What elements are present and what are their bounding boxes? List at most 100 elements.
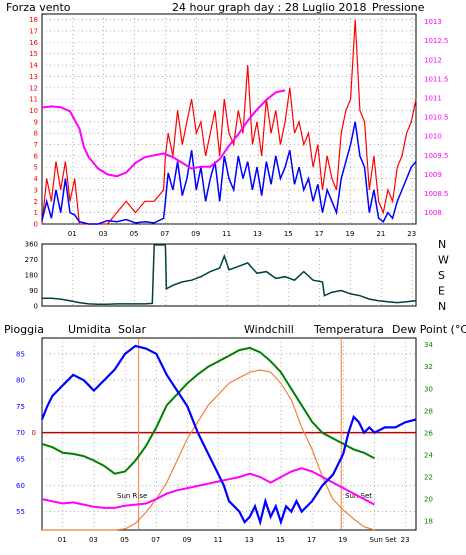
panel1-x-tick: 17 [315, 230, 324, 238]
wind-tick: 10 [29, 107, 38, 115]
wind-avg-line [41, 121, 417, 225]
pressure-tick: 1009.5 [424, 152, 449, 160]
temperature-tick: 32 [424, 363, 433, 371]
panel3-x-tick: 19 [338, 536, 347, 544]
solar-line [42, 369, 375, 531]
wind-tick: 18 [29, 16, 38, 24]
panel3-x-tick: 03 [89, 536, 98, 544]
direction-tick: 360 [25, 241, 38, 249]
solar-legend: Solar [118, 323, 147, 336]
pressure-tick: 1011 [424, 95, 442, 103]
pressure-tick: 1012.5 [424, 37, 449, 45]
pressure-tick: 1011.5 [424, 75, 449, 83]
temperature-tick: 18 [424, 518, 433, 526]
humidity-tick: 80 [16, 377, 25, 385]
panel1-x-tick: 15 [284, 230, 293, 238]
pressure-tick: 1008 [424, 209, 442, 217]
panel3-x-tick: 11 [214, 536, 223, 544]
temperature-tick: 28 [424, 407, 433, 415]
wind-tick: 2 [34, 198, 38, 206]
panel1-x-tick: 11 [222, 230, 231, 238]
pressure-tick: 1009 [424, 171, 442, 179]
temperature-tick: 24 [424, 451, 433, 459]
compass-letter: E [438, 285, 445, 298]
pressure-tick: 1012 [424, 56, 442, 64]
chart-title: 24 hour graph day : 28 Luglio 2018 [172, 1, 367, 14]
wind-tick: 16 [29, 39, 38, 47]
panel3-x-tick: 13 [245, 536, 254, 544]
panel3-x-tick: 23 [401, 536, 410, 544]
humidity-legend: Umidita [68, 323, 111, 336]
wind-tick: 3 [34, 186, 38, 194]
panel1-x-tick: 01 [68, 230, 77, 238]
dewpoint-line [41, 467, 375, 509]
humidity-tick: 55 [16, 508, 25, 516]
humidity-tick: 85 [16, 350, 25, 358]
wind-tick: 6 [34, 152, 39, 160]
compass-letter: N [438, 300, 446, 313]
panel1-x-tick: 23 [407, 230, 416, 238]
windchill-legend: Windchill [244, 323, 294, 336]
wind-tick: 12 [29, 84, 38, 92]
compass-letter: N [438, 238, 446, 251]
humidity-tick: 65 [16, 455, 25, 463]
wind-tick: 17 [29, 28, 38, 36]
temperature-tick: 20 [424, 496, 433, 504]
panel3-frame [41, 337, 417, 531]
sunrise-label: Sun Rise [117, 492, 147, 500]
panel3-x-tick: 09 [182, 536, 191, 544]
pressure-line [41, 89, 286, 178]
panel1-x-tick: 05 [130, 230, 139, 238]
wind-direction-line [42, 244, 417, 306]
wind-tick: 7 [34, 141, 38, 149]
panel3-x-tick: 15 [276, 536, 285, 544]
wind-tick: 13 [29, 73, 38, 81]
humidity-tick: 75 [16, 403, 25, 411]
rain-tick: 0 [32, 429, 36, 437]
panel1-x-tick: 19 [346, 230, 355, 238]
wind-tick: 4 [34, 175, 39, 183]
panel1-frame [41, 13, 417, 225]
wind-tick: 5 [34, 164, 38, 172]
temperature-line [41, 346, 375, 475]
direction-tick: 270 [25, 256, 38, 264]
panel3-x-tick: 07 [151, 536, 160, 544]
wind-tick: 15 [29, 50, 38, 58]
temperature-tick: 22 [424, 474, 433, 482]
pressure-tick: 1010.5 [424, 114, 449, 122]
pressure-tick: 1008.5 [424, 190, 449, 198]
wind-tick: 8 [34, 130, 38, 138]
direction-tick: 90 [29, 287, 38, 295]
wind-tick: 9 [34, 118, 38, 126]
direction-tick: 180 [25, 272, 38, 280]
rain-axis-label: Pioggia [4, 323, 44, 336]
dewpoint-legend: Dew Point (°C) [392, 323, 466, 336]
wind-axis-label: Forza vento [6, 1, 71, 14]
wind-tick: 11 [29, 96, 38, 104]
temperature-tick: 30 [424, 385, 433, 393]
panel3-x-tick: 05 [120, 536, 129, 544]
panel1-x-tick: 13 [253, 230, 262, 238]
wind-tick: 1 [34, 209, 38, 217]
wind-tick: 14 [29, 62, 38, 70]
panel1-x-tick: 07 [160, 230, 169, 238]
panel2-frame [41, 243, 417, 307]
pressure-axis-label: Pressione [372, 1, 425, 14]
chart-marks: 01 03 05 07 09 11 13 15 17 19 21 230123456789101112… [16, 13, 449, 544]
panel1-x-tick: 21 [376, 230, 385, 238]
temperature-tick: 34 [424, 341, 433, 349]
panel3-x-tick: 01 [58, 536, 67, 544]
wind-gust-line [41, 19, 417, 225]
pressure-tick: 1010 [424, 133, 442, 141]
direction-tick: 0 [34, 303, 38, 311]
compass-letter: S [438, 269, 445, 282]
pressure-tick: 1013 [424, 18, 442, 26]
temperature-tick: 26 [424, 429, 433, 437]
humidity-tick: 70 [16, 429, 25, 437]
temperature-legend: Temperatura [313, 323, 384, 336]
panel3-x-tick: 17 [307, 536, 316, 544]
humidity-tick: 60 [16, 482, 25, 490]
humidity-line [40, 344, 417, 527]
